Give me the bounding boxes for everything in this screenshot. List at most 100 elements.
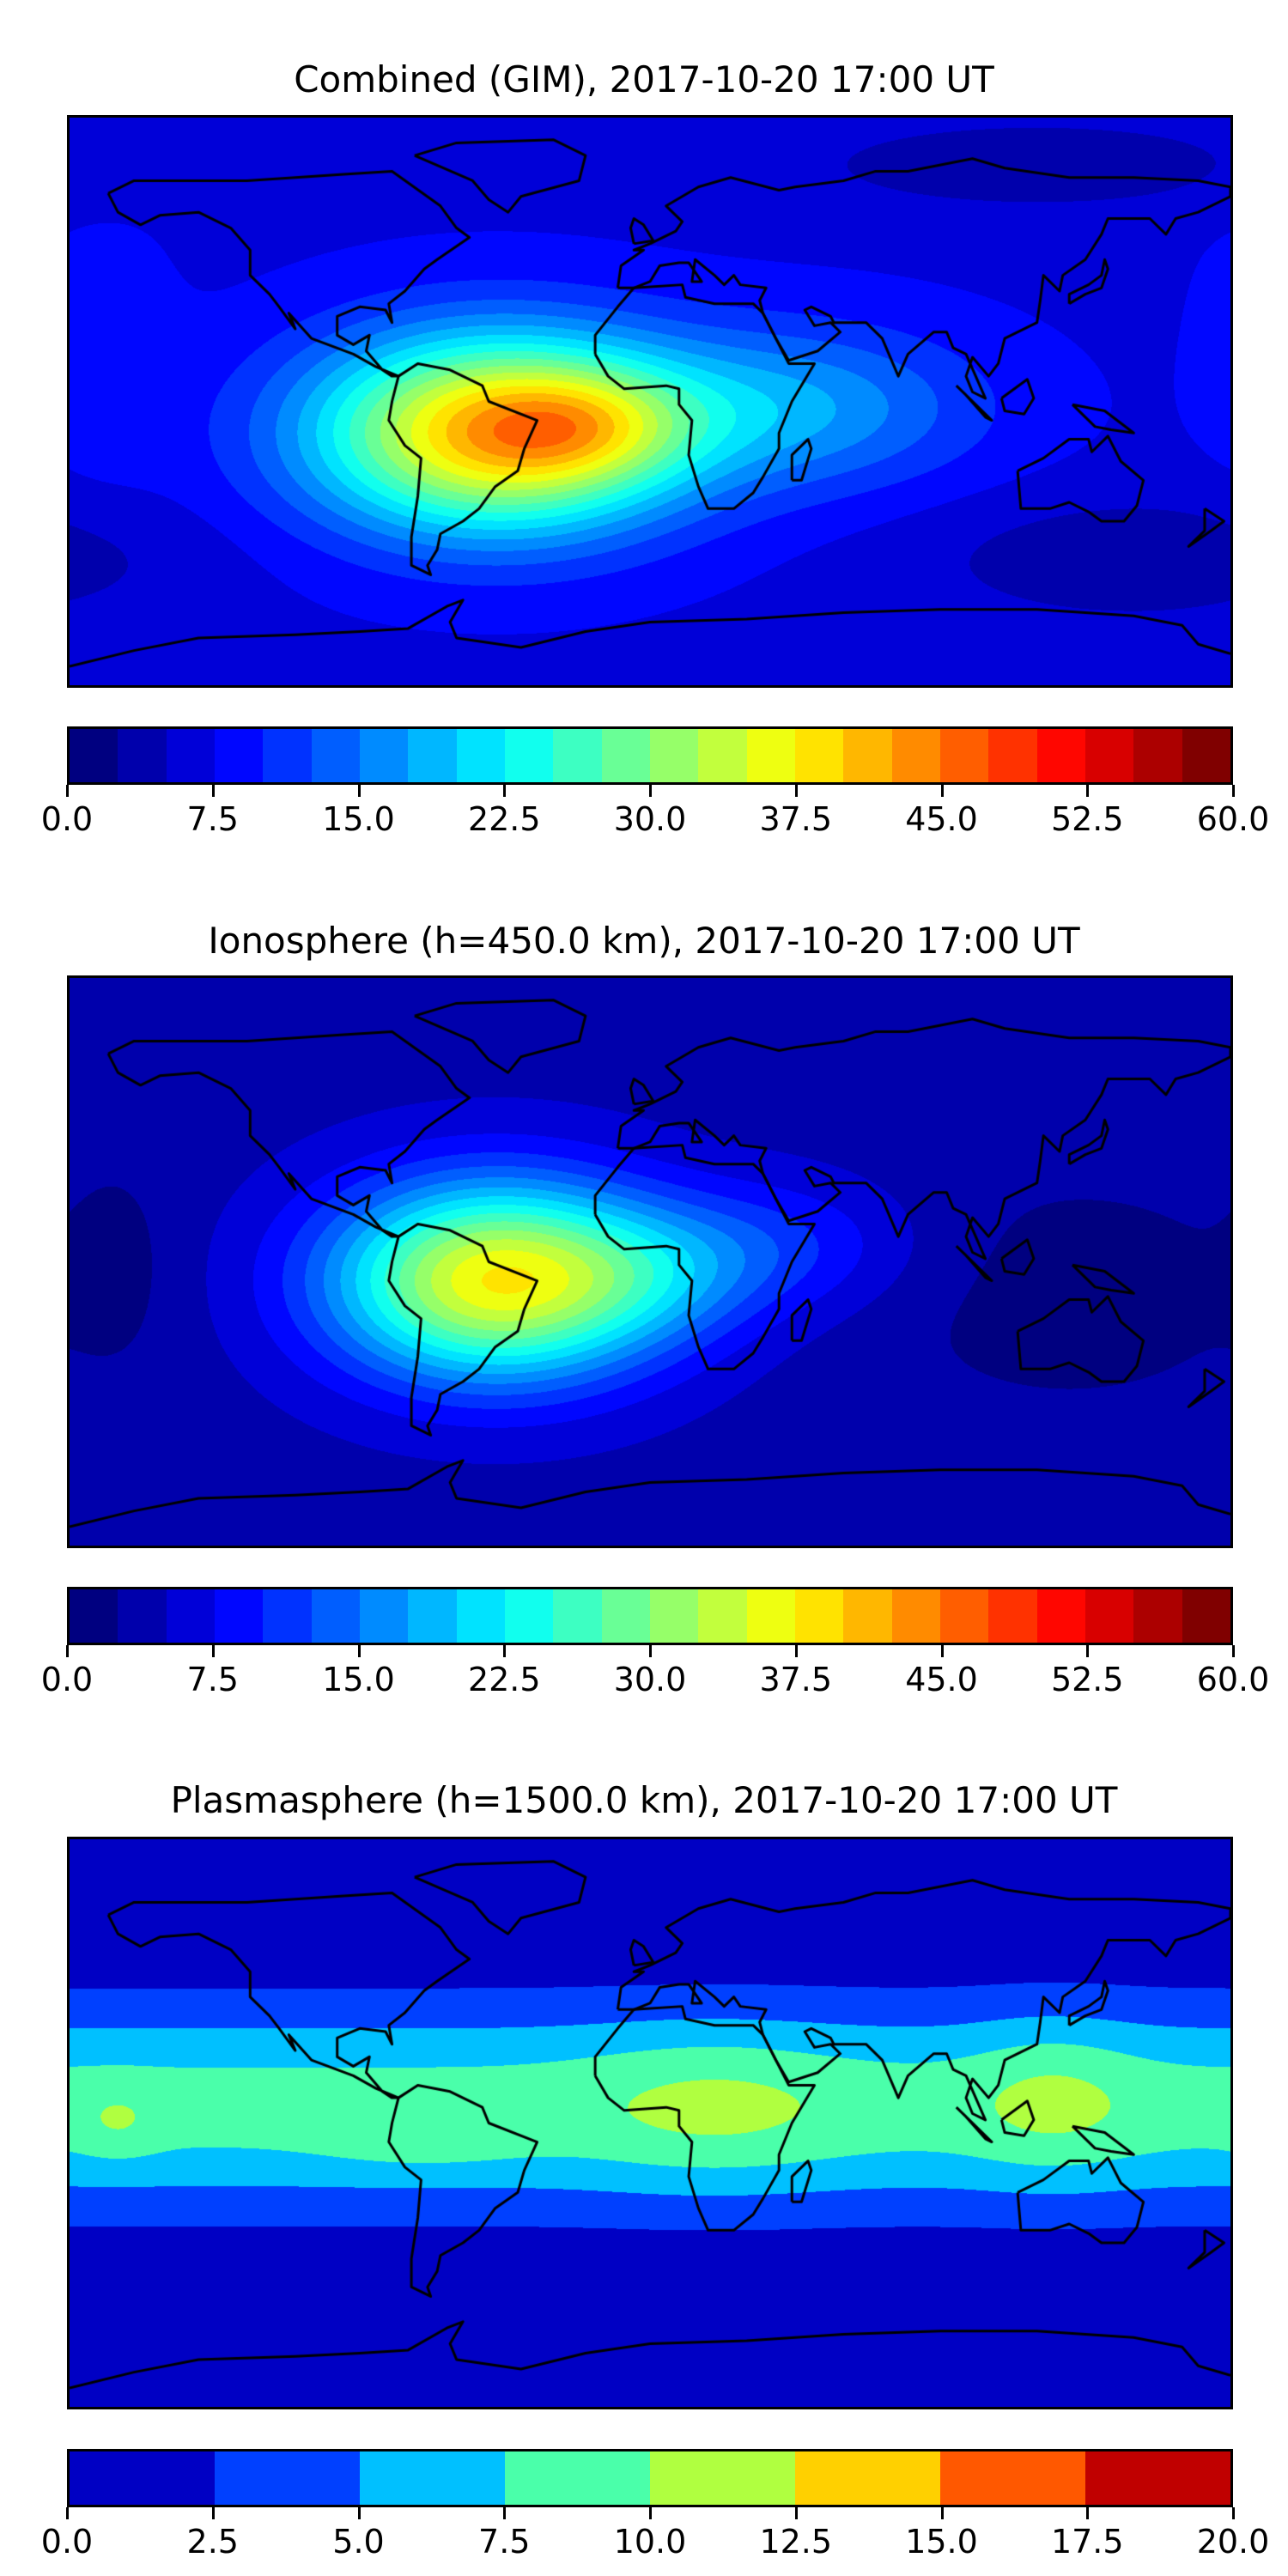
- colorbar-segment: [1182, 729, 1230, 782]
- colorbar-tick: [211, 785, 215, 797]
- colorbar-tick-label: 5.0: [332, 2523, 385, 2561]
- colorbar-segment: [939, 1589, 989, 1643]
- colorbar-segment: [166, 729, 215, 782]
- colorbar-tick-label: 52.5: [1050, 800, 1124, 838]
- colorbar-segment: [1182, 1589, 1230, 1643]
- colorbar-segment: [795, 2451, 940, 2505]
- colorbar-tick: [1232, 785, 1235, 797]
- colorbar-tick-label: 30.0: [613, 800, 687, 838]
- colorbar-tick: [940, 2507, 944, 2519]
- panel-title-combined: Combined (GIM), 2017-10-20 17:00 UT: [294, 58, 994, 100]
- tec-map-plasmasphere: [70, 1839, 1230, 2407]
- colorbar-tick: [649, 2507, 652, 2519]
- colorbar-segment: [843, 1589, 892, 1643]
- tec-map-combined: [70, 118, 1230, 685]
- colorbar-plasmasphere: [67, 2449, 1233, 2507]
- colorbar-tick-label: 15.0: [322, 800, 395, 838]
- colorbar-segment: [311, 729, 360, 782]
- colorbar-tick-label: 7.5: [186, 800, 239, 838]
- colorbar-segment: [553, 1589, 602, 1643]
- colorbar-segment: [118, 1589, 167, 1643]
- colorbar-tick-label: 7.5: [186, 1661, 239, 1698]
- colorbar-segment: [1084, 1589, 1134, 1643]
- colorbar-segment: [505, 2451, 650, 2505]
- colorbar-tick-label: 45.0: [905, 1661, 978, 1698]
- colorbar-tick: [1086, 785, 1090, 797]
- panel-title-plasmasphere: Plasmasphere (h=1500.0 km), 2017-10-20 1…: [170, 1779, 1118, 1821]
- colorbar-tick: [940, 785, 944, 797]
- panel-title-ionosphere: Ionosphere (h=450.0 km), 2017-10-20 17:0…: [208, 920, 1080, 962]
- colorbar-tick-label: 17.5: [1050, 2523, 1124, 2561]
- colorbar-segment: [1133, 1589, 1182, 1643]
- colorbar-segment: [70, 2451, 215, 2505]
- colorbar-tick-label: 37.5: [759, 1661, 833, 1698]
- colorbar-tick-label: 20.0: [1196, 2523, 1270, 2561]
- colorbar-tick-label: 60.0: [1196, 800, 1270, 838]
- colorbar-tick-label: 0.0: [40, 2523, 94, 2561]
- colorbar-segment: [360, 2451, 505, 2505]
- colorbar-tick: [357, 1645, 361, 1657]
- colorbar-ticks-ionosphere: 0.0 7.5 15.0 22.5 30.0 37.5 45.0 52.5 60.0: [41, 1645, 1269, 1705]
- colorbar-tick: [357, 785, 361, 797]
- colorbar-tick: [503, 785, 507, 797]
- colorbar-segment: [408, 729, 457, 782]
- colorbar-segment: [1133, 729, 1182, 782]
- colorbar-segment: [650, 2451, 795, 2505]
- colorbar-segment: [794, 729, 844, 782]
- colorbar-tick-label: 22.5: [467, 1661, 541, 1698]
- colorbar-tick-label: 22.5: [467, 800, 541, 838]
- colorbar-segment: [1085, 2451, 1230, 2505]
- colorbar-segment: [698, 1589, 747, 1643]
- colorbar-segment: [456, 1589, 505, 1643]
- colorbar-segment: [746, 1589, 795, 1643]
- tec-map-ionosphere: [70, 978, 1230, 1546]
- colorbar-tick: [66, 2507, 69, 2519]
- colorbar-tick-label: 10.0: [613, 2523, 687, 2561]
- map-plasmasphere: [67, 1837, 1233, 2409]
- colorbar-segment: [504, 1589, 554, 1643]
- colorbar-segment: [601, 1589, 650, 1643]
- colorbar-segment: [456, 729, 505, 782]
- colorbar-segment: [843, 729, 892, 782]
- colorbar-segment: [649, 729, 699, 782]
- colorbar-ticks-combined: 0.0 7.5 15.0 22.5 30.0 37.5 45.0 52.5 60.0: [41, 785, 1269, 845]
- colorbar-tick: [1086, 1645, 1090, 1657]
- colorbar-tick-label: 15.0: [322, 1661, 395, 1698]
- colorbar-segment: [359, 1589, 409, 1643]
- colorbar-segment: [940, 2451, 1085, 2505]
- colorbar-tick: [211, 2507, 215, 2519]
- colorbar-tick: [503, 2507, 507, 2519]
- map-ionosphere: [67, 975, 1233, 1548]
- colorbar-tick-label: 37.5: [759, 800, 833, 838]
- colorbar-tick: [66, 785, 69, 797]
- colorbar-tick-label: 45.0: [905, 800, 978, 838]
- colorbar-segment: [649, 1589, 699, 1643]
- colorbar-tick-label: 15.0: [905, 2523, 978, 2561]
- colorbar-segment: [311, 1589, 360, 1643]
- colorbar-segment: [70, 729, 118, 782]
- colorbar-combined: [67, 726, 1233, 785]
- colorbar-segment: [891, 729, 940, 782]
- colorbar-segment: [214, 729, 264, 782]
- colorbar-segment: [988, 729, 1037, 782]
- colorbar-ionosphere: [67, 1587, 1233, 1645]
- colorbar-tick-label: 0.0: [40, 1661, 94, 1698]
- colorbar-segment: [1036, 1589, 1085, 1643]
- colorbar-tick: [1086, 2507, 1090, 2519]
- colorbar-segment: [698, 729, 747, 782]
- colorbar-segment: [263, 729, 312, 782]
- colorbar-segment: [939, 729, 989, 782]
- colorbar-segment: [215, 2451, 360, 2505]
- colorbar-segment: [553, 729, 602, 782]
- colorbar-tick-label: 0.0: [40, 800, 94, 838]
- colorbar-tick-label: 2.5: [186, 2523, 239, 2561]
- colorbar-segment: [408, 1589, 457, 1643]
- colorbar-tick: [66, 1645, 69, 1657]
- colorbar-tick: [357, 2507, 361, 2519]
- colorbar-segment: [263, 1589, 312, 1643]
- colorbar-segment: [359, 729, 409, 782]
- colorbar-tick: [649, 1645, 652, 1657]
- colorbar-tick: [503, 1645, 507, 1657]
- colorbar-segment: [70, 1589, 118, 1643]
- colorbar-segment: [214, 1589, 264, 1643]
